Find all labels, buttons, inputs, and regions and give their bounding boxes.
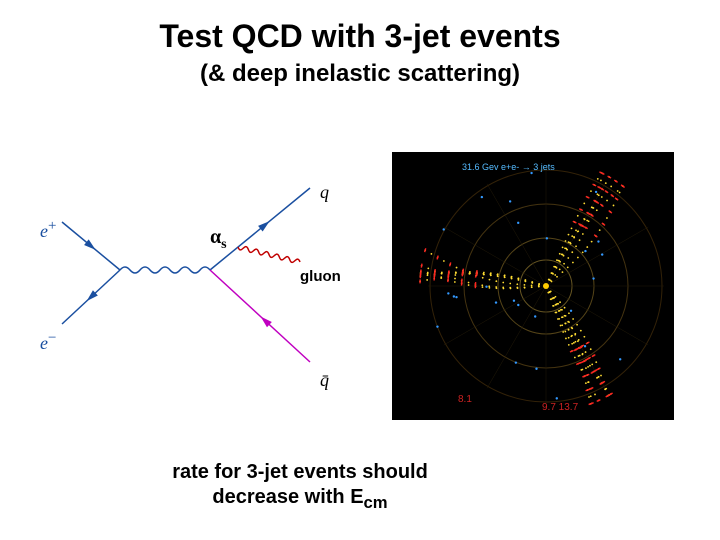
event-display-svg: 31.6 Gev e+e- → 3 jets 8.1 9.7 13.7 (392, 152, 674, 420)
bottom-caption: rate for 3-jet events should decrease wi… (130, 460, 470, 514)
feyn-label-e-plus: e+ (40, 218, 56, 242)
caption-line1: rate for 3-jet events should (172, 461, 428, 483)
feynman-diagram (38, 160, 368, 420)
caption-sub: cm (364, 493, 388, 512)
event-display-panel: 31.6 Gev e+e- → 3 jets 8.1 9.7 13.7 (392, 152, 674, 420)
event-annot-top: 31.6 Gev e+e- → 3 jets (462, 162, 555, 172)
page-subtitle: (& deep inelastic scattering) (0, 60, 720, 88)
caption-line2-prefix: decrease with E (212, 486, 363, 508)
event-annot-b2: 9.7 13.7 (542, 402, 579, 413)
feyn-label-e-minus: e− (40, 330, 56, 354)
feyn-label-qbar: q̄ (320, 370, 329, 391)
feyn-label-q: q (320, 182, 329, 203)
event-annot-b1: 8.1 (458, 394, 472, 405)
feyn-label-alpha-s: αs (210, 226, 227, 253)
page-title: Test QCD with 3-jet events (0, 18, 720, 55)
feyn-label-gluon: gluon (300, 268, 341, 285)
